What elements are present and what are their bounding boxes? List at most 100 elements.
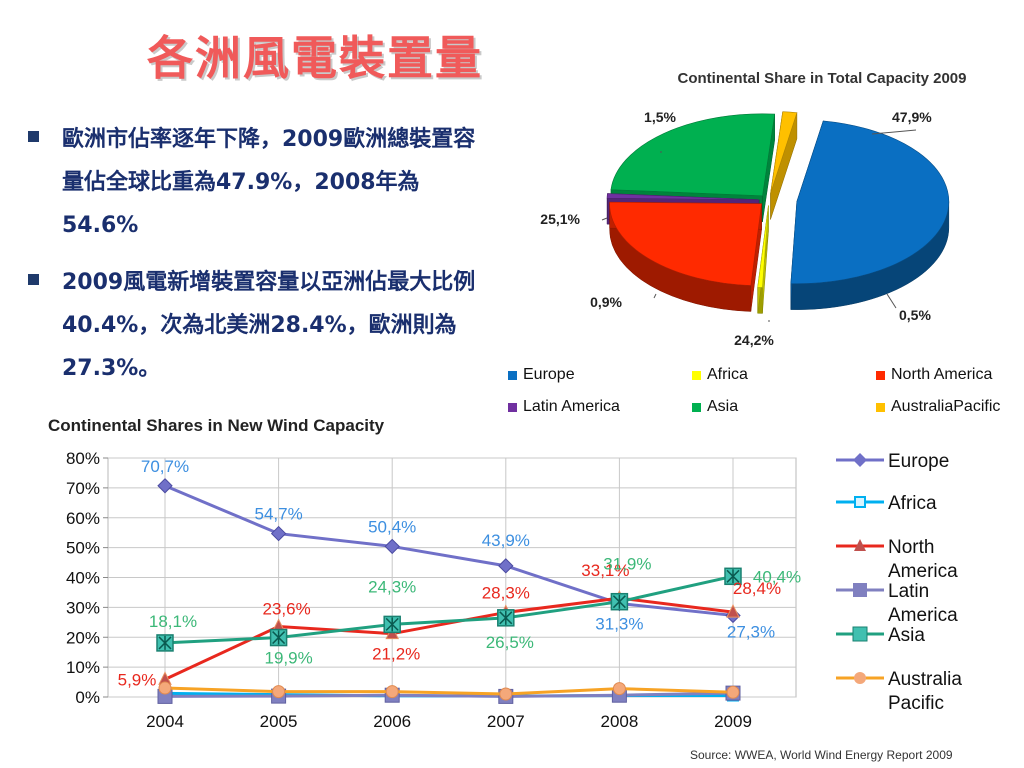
pie-slice-top xyxy=(770,111,798,194)
y-tick-label: 50% xyxy=(66,539,100,558)
line-legend-item: Latin America xyxy=(836,581,958,626)
source-note: Source: WWEA, World Wind Energy Report 2… xyxy=(690,748,953,762)
series-line xyxy=(164,596,734,681)
bullet-item: 2009風電新增裝置容量以亞洲佔最大比例40.4%，次為北美洲28.4%，歐洲則… xyxy=(24,261,494,390)
data-point-marker xyxy=(157,478,173,494)
series-line xyxy=(164,686,734,696)
legend-label: Pacific xyxy=(888,693,944,714)
legend-label: North America xyxy=(891,366,993,383)
line-legend-item: Australia Pacific xyxy=(836,669,962,714)
pie-chart: 47,9% 0,5% 24,2% 0,9% 25,1% 1,5% xyxy=(540,109,950,348)
legend-swatch-icon xyxy=(692,370,701,380)
data-point-marker-glyph xyxy=(272,630,286,645)
data-point-marker-glyph xyxy=(499,610,513,625)
data-label: 23,6% xyxy=(262,599,310,618)
slide-title: 各洲風電裝置量 xyxy=(147,31,483,85)
pie-slice xyxy=(790,120,950,310)
pie-slice-top xyxy=(757,205,769,288)
bullet-text: 2009風電新增裝置容量以亞洲佔最大比例40.4%，次為北美洲28.4%，歐洲則… xyxy=(62,270,476,381)
pie-legend-item: Latin America xyxy=(508,398,620,416)
data-label: 50,4% xyxy=(368,517,416,536)
data-point-marker-glyph xyxy=(385,617,399,632)
x-tick-label: 2007 xyxy=(487,712,525,731)
pie-legend-item: AustraliaPacific xyxy=(876,398,1000,416)
data-label: 5,9% xyxy=(118,670,157,689)
data-label: 26,5% xyxy=(486,633,534,652)
data-label: 31,3% xyxy=(595,614,643,633)
legend-swatch-icon xyxy=(692,402,701,412)
data-label: 54,7% xyxy=(254,505,302,524)
legend-swatch-icon xyxy=(508,370,517,380)
legend-label: North xyxy=(888,537,934,558)
bullet-item: 歐洲市佔率逐年下降，2009歐洲總裝置容量佔全球比重為47.9%，2008年為5… xyxy=(24,118,494,247)
series-line xyxy=(164,484,734,617)
pie-data-label: 1,5% xyxy=(644,109,676,125)
x-tick-label: 2009 xyxy=(714,712,752,731)
pie-leader-line xyxy=(886,293,897,309)
line-legend-item: North America xyxy=(836,537,958,582)
legend-marker-icon xyxy=(854,496,866,508)
data-point-marker-glyph xyxy=(158,635,172,650)
pie-data-label: 24,2% xyxy=(734,332,774,348)
data-label: 43,9% xyxy=(482,531,530,550)
pie-slice-top xyxy=(610,113,776,197)
data-point-marker xyxy=(612,682,626,696)
pie-data-label: 47,9% xyxy=(892,109,932,125)
legend-label: Africa xyxy=(707,366,748,383)
x-tick-label: 2006 xyxy=(373,712,411,731)
pie-slice-top xyxy=(606,193,760,201)
pie-legend-item: North America xyxy=(876,366,992,384)
y-tick-label: 80% xyxy=(66,449,100,468)
legend-label: America xyxy=(888,561,958,582)
y-tick-label: 20% xyxy=(66,628,100,647)
x-tick-label: 2005 xyxy=(260,712,298,731)
legend-marker-icon xyxy=(853,583,867,597)
data-point-marker xyxy=(158,681,172,695)
pie-legend-item: Europe xyxy=(508,366,575,384)
bullet-square-icon xyxy=(28,131,39,142)
legend-marker-icon xyxy=(852,626,868,642)
pie-slice xyxy=(770,111,798,220)
data-point-marker xyxy=(272,685,286,699)
data-point-marker-glyph xyxy=(612,594,626,609)
bullet-list: 歐洲市佔率逐年下降，2009歐洲總裝置容量佔全球比重為47.9%，2008年為5… xyxy=(24,118,494,404)
bullet-text: 歐洲市佔率逐年下降，2009歐洲總裝置容量佔全球比重為47.9%，2008年為5… xyxy=(62,127,476,238)
legend-label: AustraliaPacific xyxy=(891,398,1001,415)
data-label: 24,3% xyxy=(368,577,416,596)
pie-legend: Europe Africa North America Latin America As… xyxy=(508,366,1022,426)
legend-label: Asia xyxy=(707,398,739,415)
data-label: 70,7% xyxy=(141,457,189,476)
x-tick-label: 2008 xyxy=(600,712,638,731)
pie-slice xyxy=(609,201,762,312)
data-label: 27,3% xyxy=(727,622,775,641)
data-point-marker xyxy=(498,558,514,574)
data-point-marker xyxy=(726,604,740,618)
data-point-marker xyxy=(726,685,740,699)
pie-legend-item: Africa xyxy=(692,366,748,384)
legend-label: Europe xyxy=(523,366,575,383)
data-label: 19,9% xyxy=(264,649,312,668)
pie-slice xyxy=(757,205,769,314)
pie-leader-line xyxy=(653,293,657,299)
data-label: 33,1% xyxy=(581,561,629,580)
legend-marker-icon xyxy=(854,672,866,684)
y-tick-label: 0% xyxy=(75,688,100,707)
pie-data-label: 0,5% xyxy=(899,307,931,323)
legend-label: Asia xyxy=(888,625,925,646)
legend-label: America xyxy=(888,605,958,626)
y-tick-label: 30% xyxy=(66,598,100,617)
legend-swatch-icon xyxy=(876,402,885,412)
pie-leader-line xyxy=(601,217,608,221)
y-tick-label: 70% xyxy=(66,479,100,498)
data-point-marker-glyph xyxy=(726,569,740,584)
y-tick-label: 60% xyxy=(66,509,100,528)
x-tick-label: 2004 xyxy=(146,712,184,731)
legend-swatch-icon xyxy=(508,402,517,412)
data-point-marker xyxy=(499,687,513,701)
legend-marker-icon xyxy=(853,453,867,467)
data-label: 28,3% xyxy=(482,583,530,602)
data-point-marker xyxy=(385,685,399,699)
line-chart: 0% 10% 20% 30% 40% 50% 60% 70% 80% 2004 2005 2006 20… xyxy=(66,449,962,731)
legend-label: Australia xyxy=(888,669,962,690)
pie-data-label: 25,1% xyxy=(540,211,580,227)
